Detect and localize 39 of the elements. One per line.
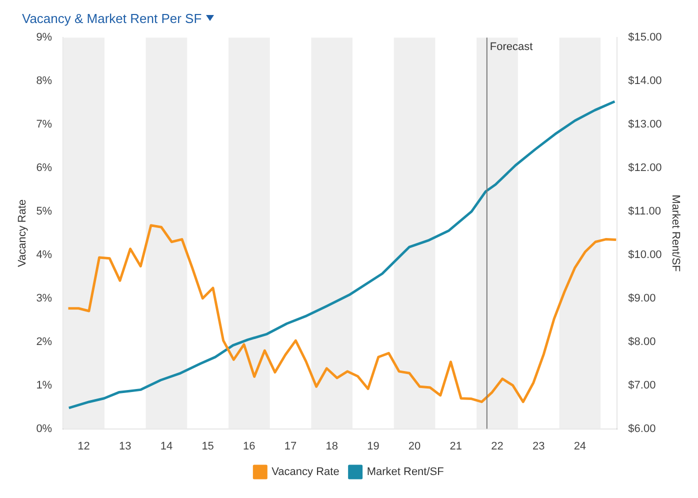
y-axis-title: Vacancy Rate <box>16 199 29 268</box>
y-tick-label: 2% <box>36 336 52 348</box>
x-tick-label: 21 <box>450 440 462 452</box>
chart-title: Vacancy & Market Rent Per SF <box>22 10 202 26</box>
x-tick-label: 19 <box>367 440 380 452</box>
y2-tick-label: $12.00 <box>628 162 662 174</box>
y-tick-label: 6% <box>36 162 52 174</box>
y-tick-label: 4% <box>36 248 52 261</box>
y2-tick-label: $11.00 <box>628 206 661 218</box>
y-tick-label: 1% <box>36 379 52 392</box>
y2-tick-label: $13.00 <box>628 118 662 131</box>
x-tick-label: 20 <box>408 440 421 452</box>
x-tick-label: 17 <box>284 440 297 452</box>
y-tick-label: 7% <box>36 118 52 131</box>
x-tick-label: 13 <box>118 440 132 452</box>
x-tick-label: 18 <box>326 440 338 452</box>
y-tick-label: 5% <box>36 206 52 218</box>
x-tick-label: 14 <box>160 440 173 452</box>
y-tick-label: 8% <box>36 75 52 88</box>
y2-tick-label: $9.00 <box>628 292 656 304</box>
legend-label: Market Rent/SF <box>366 466 444 478</box>
x-tick-label: 16 <box>243 440 256 452</box>
y2-tick-label: $8.00 <box>628 336 656 348</box>
ref-line-label: Forecast <box>490 41 533 54</box>
y2-tick-label: $6.00 <box>628 422 656 435</box>
y2-tick-label: $15.00 <box>628 32 662 44</box>
y2-axis-title: Market Rent/SF <box>669 194 682 272</box>
x-tick-label: 23 <box>532 440 545 452</box>
y2-tick-label: $7.00 <box>628 379 656 392</box>
legend-label: Vacancy Rate <box>272 466 340 478</box>
y-tick-label: 3% <box>36 292 52 304</box>
y2-tick-label: $14.00 <box>628 75 662 88</box>
x-tick-label: 24 <box>574 440 586 452</box>
y2-tick-label: $10.00 <box>628 248 662 261</box>
x-tick-label: 15 <box>202 440 214 452</box>
x-tick-label: 12 <box>78 440 90 452</box>
x-tick-label: 22 <box>491 440 504 452</box>
y-tick-label: 9% <box>36 32 52 44</box>
y-tick-label: 0% <box>36 422 52 435</box>
